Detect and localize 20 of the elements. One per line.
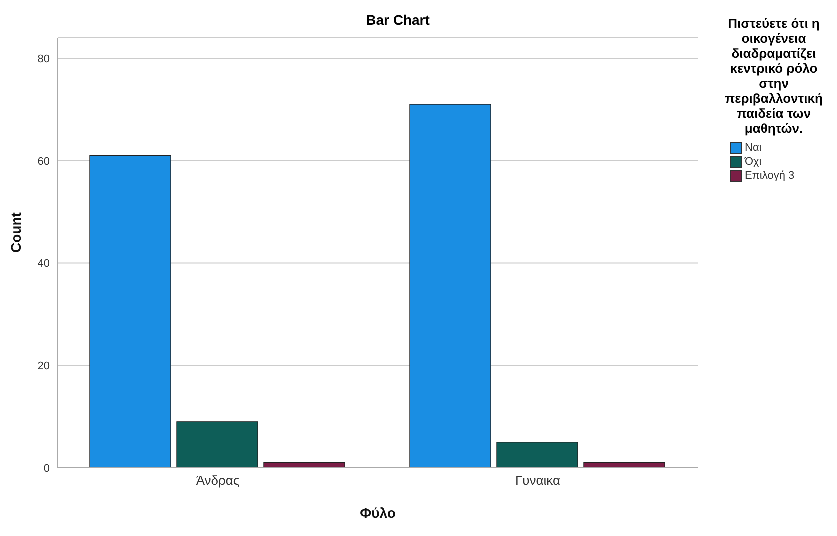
x-tick-label: Γυναικα [515,473,561,488]
y-tick-label: 20 [38,360,50,373]
y-axis-title: Count [8,212,24,253]
bar [90,155,172,468]
bar [410,104,492,468]
legend-label: Επιλογή 3 [744,170,796,182]
legend-label: Όχι [744,156,763,168]
bar [584,462,666,468]
legend-title: Πιστεύετε ότι η οικογένεια διαδραματίζει κεντρικό ρόλο στην περιβαλλοντική παιδεία των μαθητών. [724,16,824,136]
chart-title: Bar Chart [366,12,430,28]
y-tick-label: 40 [38,258,50,270]
x-tick-label: Άνδρας [196,473,240,488]
bar [264,462,346,468]
y-tick-label: 60 [38,156,50,168]
x-axis-title: Φύλο [360,505,396,521]
bar [496,442,578,468]
bar [176,422,258,468]
legend-label: Ναι [744,142,763,154]
y-tick-label: 0 [44,462,50,475]
y-tick-label: 80 [38,53,50,66]
